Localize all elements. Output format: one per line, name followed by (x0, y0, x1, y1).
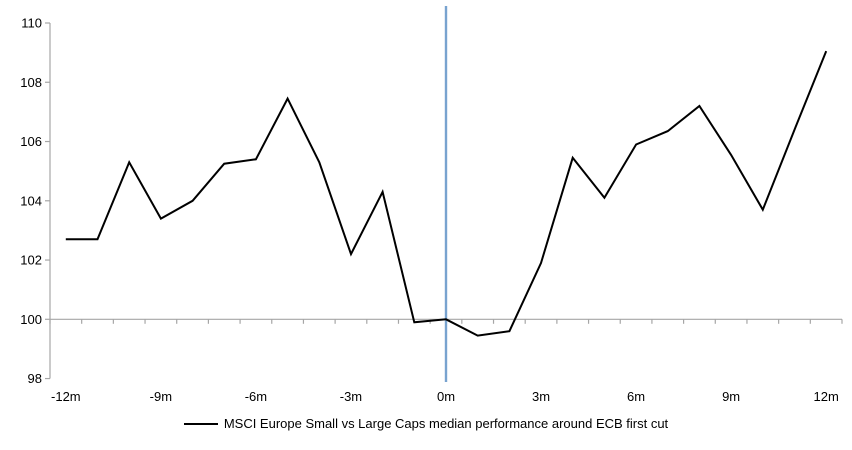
x-tick-label: 0m (437, 389, 455, 404)
y-tick-label: 98 (28, 371, 42, 386)
y-tick-label: 108 (20, 75, 42, 90)
x-tick-label: -9m (150, 389, 172, 404)
y-tick-label: 106 (20, 134, 42, 149)
x-tick-label: 6m (627, 389, 645, 404)
x-tick-label: -12m (51, 389, 81, 404)
legend-label: MSCI Europe Small vs Large Caps median p… (223, 416, 669, 431)
chart-legend: MSCI Europe Small vs Large Caps median p… (0, 416, 852, 431)
legend-line-swatch (183, 422, 218, 425)
y-tick-label: 100 (20, 312, 42, 327)
x-tick-label: -3m (340, 389, 362, 404)
x-tick-label: 9m (722, 389, 740, 404)
line-chart-canvas: 98 100 102 104 106 108 110 -12m -9m -6m -3m 0m 3m 6m 9… (20, 6, 843, 404)
x-tick-label: 12m (814, 389, 839, 404)
x-tick-label: 3m (532, 389, 550, 404)
x-tick-label: -6m (245, 389, 267, 404)
series-line-msci-small-vs-large (65, 50, 828, 337)
y-tick-label: 102 (20, 253, 42, 268)
y-tick-label: 104 (20, 193, 42, 208)
y-tick-label: 110 (21, 16, 42, 31)
